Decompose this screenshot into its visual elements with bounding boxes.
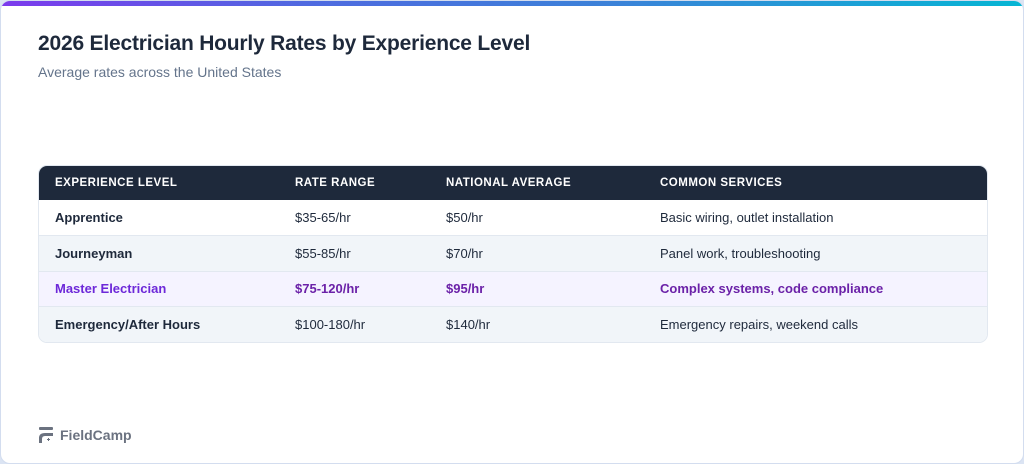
cell-experience-level: Emergency/After Hours bbox=[55, 317, 201, 332]
cell-rate-range: $55-85/hr bbox=[295, 245, 351, 261]
cell-national-average: $70/hr bbox=[446, 245, 483, 261]
page-subtitle: Average rates across the United States bbox=[38, 64, 282, 80]
table-row-master-electrician: Master Electrician $75-120/hr $95/hr Com… bbox=[39, 271, 987, 307]
cell-rate-range: $75-120/hr bbox=[295, 281, 360, 297]
cell-national-average: $140/hr bbox=[446, 317, 491, 332]
cell-national-average: $50/hr bbox=[446, 210, 483, 225]
cell-experience-level: Journeyman bbox=[55, 245, 133, 261]
column-header-experience-level: Experience Level bbox=[55, 177, 178, 189]
column-header-national-average: National Average bbox=[446, 177, 572, 189]
fieldcamp-logo-icon bbox=[38, 426, 54, 444]
cell-experience-level: Apprentice bbox=[55, 210, 123, 225]
table-row-journeyman: Journeyman $55-85/hr $70/hr Panel work, … bbox=[39, 235, 987, 271]
table-header-row: Experience Level Rate Range National Ave… bbox=[39, 166, 987, 200]
rates-table-container: Experience Level Rate Range National Ave… bbox=[38, 165, 988, 343]
cell-experience-level: Master Electrician bbox=[55, 281, 167, 297]
cell-common-services: Complex systems, code compliance bbox=[660, 281, 884, 297]
cell-national-average: $95/hr bbox=[446, 281, 485, 297]
column-header-common-services: Common Services bbox=[660, 177, 783, 189]
table-row-emergency: Emergency/After Hours $100-180/hr $140/h… bbox=[39, 306, 987, 342]
cell-common-services: Emergency repairs, weekend calls bbox=[660, 317, 858, 332]
column-header-rate-range: Rate Range bbox=[295, 177, 376, 189]
cell-rate-range: $35-65/hr bbox=[295, 210, 351, 225]
cell-rate-range: $100-180/hr bbox=[295, 317, 366, 332]
cell-common-services: Basic wiring, outlet installation bbox=[660, 210, 834, 225]
gradient-accent-bar bbox=[1, 1, 1023, 6]
cell-common-services: Panel work, troubleshooting bbox=[660, 245, 821, 261]
footer-brand: FieldCamp bbox=[38, 426, 132, 444]
page-title: 2026 Electrician Hourly Rates by Experie… bbox=[38, 32, 531, 55]
brand-name: FieldCamp bbox=[60, 427, 132, 443]
rates-table: Experience Level Rate Range National Ave… bbox=[39, 166, 987, 342]
table-row-apprentice: Apprentice $35-65/hr $50/hr Basic wiring… bbox=[39, 200, 987, 236]
